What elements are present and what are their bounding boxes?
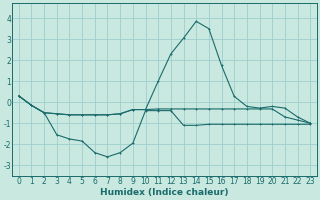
X-axis label: Humidex (Indice chaleur): Humidex (Indice chaleur) (100, 188, 229, 197)
